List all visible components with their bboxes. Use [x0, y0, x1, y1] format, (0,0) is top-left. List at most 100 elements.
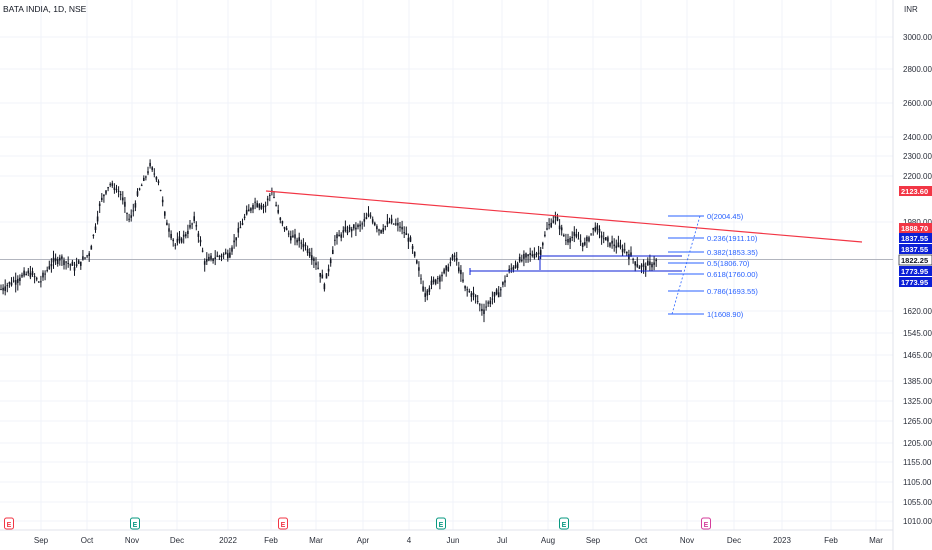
candle-body — [588, 237, 590, 242]
price-tick-label: 1465.00 — [903, 351, 932, 360]
candle-body — [243, 216, 246, 218]
candle-body — [329, 259, 332, 264]
candle-body — [273, 197, 275, 198]
candle-body — [607, 237, 609, 242]
candle-body — [256, 203, 258, 208]
candle-body — [56, 259, 59, 264]
price-tag-label: 1773.95 — [901, 278, 928, 287]
candle-body — [550, 222, 552, 228]
candle-body — [495, 289, 498, 295]
candle-body — [449, 262, 452, 264]
candle-body — [107, 187, 109, 189]
candle-body — [434, 279, 437, 284]
candle-body — [75, 264, 78, 266]
candle-body — [605, 237, 607, 241]
price-tag — [898, 254, 932, 266]
candle-body — [0, 289, 2, 291]
time-tick-label: Jul — [497, 536, 507, 545]
candle-body — [4, 286, 6, 291]
candle-body — [59, 257, 61, 261]
candle-body — [149, 162, 151, 167]
candle-body — [201, 250, 204, 252]
fib-level-label: 0.786(1693.55) — [707, 287, 758, 296]
price-tick-label: 1325.00 — [903, 397, 932, 406]
candle-body — [374, 222, 376, 226]
candle-body — [531, 254, 534, 256]
candle-body — [82, 256, 84, 260]
candle-body — [474, 295, 477, 298]
candle-body — [539, 250, 542, 256]
candle-body — [399, 226, 401, 228]
candle-body — [525, 253, 527, 258]
candle-body — [327, 268, 330, 272]
candle-body — [378, 229, 380, 231]
candle-body — [311, 255, 313, 261]
candle-body — [518, 256, 521, 262]
candle-body — [287, 233, 290, 235]
time-tick-label: Dec — [727, 536, 741, 545]
candle-body — [227, 253, 229, 259]
candle-body — [264, 205, 267, 207]
candle-body — [409, 237, 412, 242]
price-tick-label: 1105.00 — [903, 478, 932, 487]
candle-body — [638, 266, 641, 269]
candle-body — [623, 249, 626, 251]
candle-body — [365, 217, 368, 219]
candle-body — [197, 233, 200, 237]
candle-body — [533, 253, 536, 258]
candle-body — [527, 254, 529, 257]
earnings-marker — [436, 517, 446, 530]
candle-body — [130, 215, 132, 218]
candle-body — [416, 260, 418, 264]
candle-body — [195, 225, 198, 227]
candle-body — [96, 216, 99, 222]
candle-body — [598, 228, 601, 233]
candle-body — [424, 293, 426, 297]
earnings-marker-label: E — [439, 522, 444, 529]
candle-body — [392, 223, 395, 225]
candle-body — [632, 258, 634, 260]
candle-body — [199, 239, 202, 243]
candle-body — [369, 215, 372, 217]
candle-body — [479, 304, 481, 306]
candle-body — [537, 252, 540, 254]
candle-body — [542, 242, 544, 246]
candle-body — [319, 273, 321, 277]
candle-body — [170, 233, 172, 239]
fib-level-label: 0(2004.45) — [707, 212, 744, 221]
trendline — [265, 190, 863, 243]
candle-body — [31, 271, 34, 275]
time-tick-label: Mar — [309, 536, 323, 545]
currency-label: INR — [904, 5, 918, 14]
time-tick-label: Dec — [170, 536, 184, 545]
candle-body — [140, 185, 143, 187]
candle-body — [481, 308, 483, 312]
candle-body — [44, 273, 46, 275]
candle-body — [61, 256, 63, 259]
price-tick-label: 2300.00 — [903, 152, 932, 161]
candle-body — [212, 258, 214, 262]
candle-body — [548, 224, 550, 226]
candle-body — [384, 226, 387, 228]
candle-body — [439, 276, 441, 282]
candle-body — [560, 227, 563, 231]
candle-body — [35, 277, 38, 280]
candle-body — [269, 195, 271, 196]
price-tick-label: 1265.00 — [903, 417, 932, 426]
candle-body — [21, 274, 23, 277]
candle-body — [655, 259, 657, 262]
candle-body — [565, 239, 567, 241]
candle-body — [138, 188, 141, 190]
candle-body — [571, 236, 573, 238]
candle-body — [143, 177, 145, 181]
candle-body — [94, 226, 97, 231]
candle-body — [168, 228, 170, 232]
candle-body — [453, 255, 456, 257]
candle-body — [54, 258, 57, 261]
candle-body — [420, 278, 422, 280]
price-tag-label: 1837.55 — [901, 245, 928, 254]
candle-body — [359, 224, 361, 227]
candle-body — [294, 234, 296, 239]
